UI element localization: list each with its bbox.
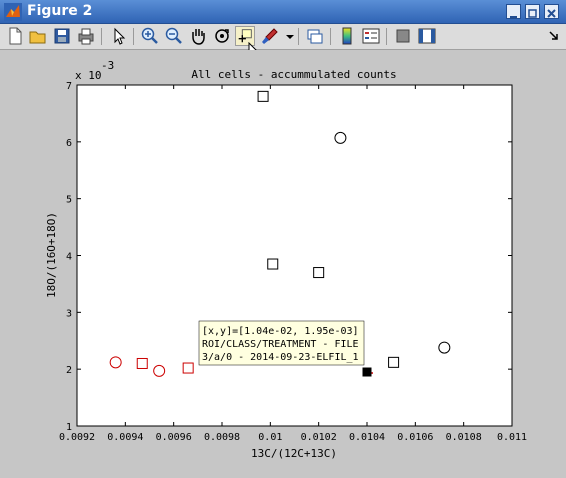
data-point-square [267,258,279,270]
x-tick-label: 0.0108 [446,432,482,443]
window-title: Figure 2 [27,3,93,19]
x-tick-label: 0.01 [258,432,282,443]
x-tick-label: 0.0094 [107,432,143,443]
toolbar-separator [330,28,331,45]
save-icon[interactable] [52,26,72,46]
matlab-logo-icon [4,3,22,21]
y-exponent-power: -3 [101,59,114,72]
maximize-icon [528,9,537,18]
title-bar: Figure 2 [0,0,566,24]
minimize-icon [510,16,517,18]
data-point-square [388,356,400,368]
y-axis-label: 18O/(16O+18O) [45,212,58,298]
data-point-circle [334,131,347,144]
x-tick-label: 0.0098 [204,432,240,443]
close-button[interactable] [544,4,559,19]
toolbar-separator [133,28,134,45]
datatip-line3: 3/a/0 - 2014-09-23-ELFIL_1 [202,352,359,363]
axes-title: All cells - accummulated counts [191,68,396,81]
toolbar-separator [298,28,299,45]
axis-ticks: 0.0092 0.0094 0.0096 0.0098 0.01 0.0102 0.0104… [59,81,527,443]
hide-plot-tools-icon[interactable] [393,26,413,46]
zoom-out-icon[interactable] [164,26,184,46]
data-point-square [257,90,269,102]
toolbar-separator [101,28,102,45]
data-points [109,90,451,377]
data-cursor-icon[interactable] [235,26,255,46]
print-icon[interactable] [76,26,96,46]
figure-canvas: All cells - accummulated counts x 10 -3 … [4,50,562,474]
close-icon [547,9,556,18]
datatip-line2: ROI/CLASS/TREATMENT - FILE [202,339,359,350]
data-point-circle [153,364,166,377]
datatip-line1: [x,y]=[1.04e-02, 1.95e-03] [202,326,359,337]
y-tick-label: 3 [66,308,72,319]
y-exponent-base: x 10 [75,69,102,82]
new-file-icon[interactable] [5,26,25,46]
zoom-in-icon[interactable] [140,26,160,46]
insert-colorbar-icon[interactable] [337,26,357,46]
dock-arrow-icon[interactable] [544,26,564,46]
data-point-square [136,357,148,369]
x-tick-label: 0.0096 [156,432,192,443]
maximize-button[interactable] [525,4,540,19]
x-tick-label: 0.0092 [59,432,95,443]
x-tick-label: 0.011 [497,432,527,443]
minimize-button[interactable] [506,4,521,19]
open-file-icon[interactable] [28,26,48,46]
toolbar-separator [386,28,387,45]
y-tick-label: 1 [66,422,72,433]
rotate-3d-icon[interactable] [212,26,232,46]
y-tick-label: 7 [66,81,72,92]
y-tick-label: 6 [66,138,72,149]
brush-icon[interactable] [260,26,280,46]
datatip-box [198,320,365,366]
y-tick-label: 2 [66,365,72,376]
y-tick-label: 5 [66,195,72,206]
x-tick-label: 0.0106 [397,432,433,443]
show-plot-tools-icon[interactable] [417,26,437,46]
data-point-selected [362,367,372,377]
chevron-down-icon[interactable] [280,26,300,46]
link-plot-icon[interactable] [305,26,325,46]
y-tick-label: 4 [66,252,72,263]
figure-toolbar [0,24,566,50]
data-point-circle [438,341,451,354]
data-point-square [313,267,325,279]
datatip[interactable]: [x,y]=[1.04e-02, 1.95e-03] ROI/CLASS/TRE… [198,320,365,366]
x-tick-label: 0.0102 [301,432,337,443]
data-point-circle [109,356,122,369]
data-point-square [182,362,194,374]
pointer-icon[interactable] [109,26,129,46]
plot-svg: All cells - accummulated counts x 10 -3 … [45,59,527,460]
axes-box [76,84,513,427]
pan-hand-icon[interactable] [188,26,208,46]
x-tick-label: 0.0104 [349,432,385,443]
insert-legend-icon[interactable] [361,26,381,46]
x-axis-label: 13C/(12C+13C) [251,447,337,460]
